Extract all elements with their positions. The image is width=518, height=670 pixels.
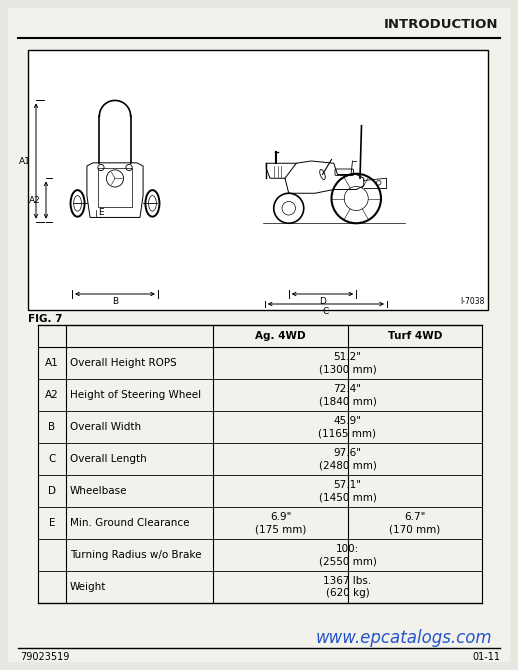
- Text: www.epcatalogs.com: www.epcatalogs.com: [315, 629, 492, 647]
- Text: 6.7"
(170 mm): 6.7" (170 mm): [390, 512, 441, 534]
- Text: D: D: [48, 486, 56, 496]
- Text: E: E: [49, 518, 55, 528]
- Text: Overall Length: Overall Length: [70, 454, 147, 464]
- Text: Turning Radius w/o Brake: Turning Radius w/o Brake: [70, 550, 202, 560]
- Text: 79023519: 79023519: [20, 652, 69, 662]
- Text: 57.1"
(1450 mm): 57.1" (1450 mm): [319, 480, 377, 502]
- Text: Height of Steering Wheel: Height of Steering Wheel: [70, 390, 201, 400]
- Text: A2: A2: [29, 196, 41, 204]
- Text: D: D: [319, 297, 326, 306]
- Text: Ag. 4WD: Ag. 4WD: [255, 331, 306, 341]
- Text: Weight: Weight: [70, 582, 106, 592]
- Text: Overall Height ROPS: Overall Height ROPS: [70, 358, 177, 368]
- Text: 1367 lbs.
(620 kg): 1367 lbs. (620 kg): [323, 576, 371, 598]
- Text: C: C: [323, 306, 329, 316]
- Text: B: B: [112, 297, 118, 306]
- Text: A1: A1: [19, 157, 31, 165]
- Text: FIG. 7: FIG. 7: [28, 314, 63, 324]
- Text: INTRODUCTION: INTRODUCTION: [383, 19, 498, 31]
- Text: 72.4"
(1840 mm): 72.4" (1840 mm): [319, 384, 377, 406]
- Text: E: E: [98, 208, 104, 217]
- Text: B: B: [49, 422, 55, 432]
- Text: 6.9"
(175 mm): 6.9" (175 mm): [255, 512, 306, 534]
- Text: A2: A2: [45, 390, 59, 400]
- Text: 97.6"
(2480 mm): 97.6" (2480 mm): [319, 448, 377, 470]
- Text: Turf 4WD: Turf 4WD: [388, 331, 442, 341]
- Text: 45.9"
(1165 mm): 45.9" (1165 mm): [319, 416, 377, 438]
- Text: 01-11: 01-11: [472, 652, 500, 662]
- Text: A1: A1: [45, 358, 59, 368]
- Bar: [28, 50, 488, 310]
- Text: Overall Width: Overall Width: [70, 422, 141, 432]
- Text: I-7038: I-7038: [461, 297, 485, 306]
- Text: Wheelbase: Wheelbase: [70, 486, 127, 496]
- Text: 51.2"
(1300 mm): 51.2" (1300 mm): [319, 352, 377, 375]
- Text: C: C: [48, 454, 56, 464]
- Text: 100:
(2550 mm): 100: (2550 mm): [319, 544, 377, 566]
- Text: Min. Ground Clearance: Min. Ground Clearance: [70, 518, 190, 528]
